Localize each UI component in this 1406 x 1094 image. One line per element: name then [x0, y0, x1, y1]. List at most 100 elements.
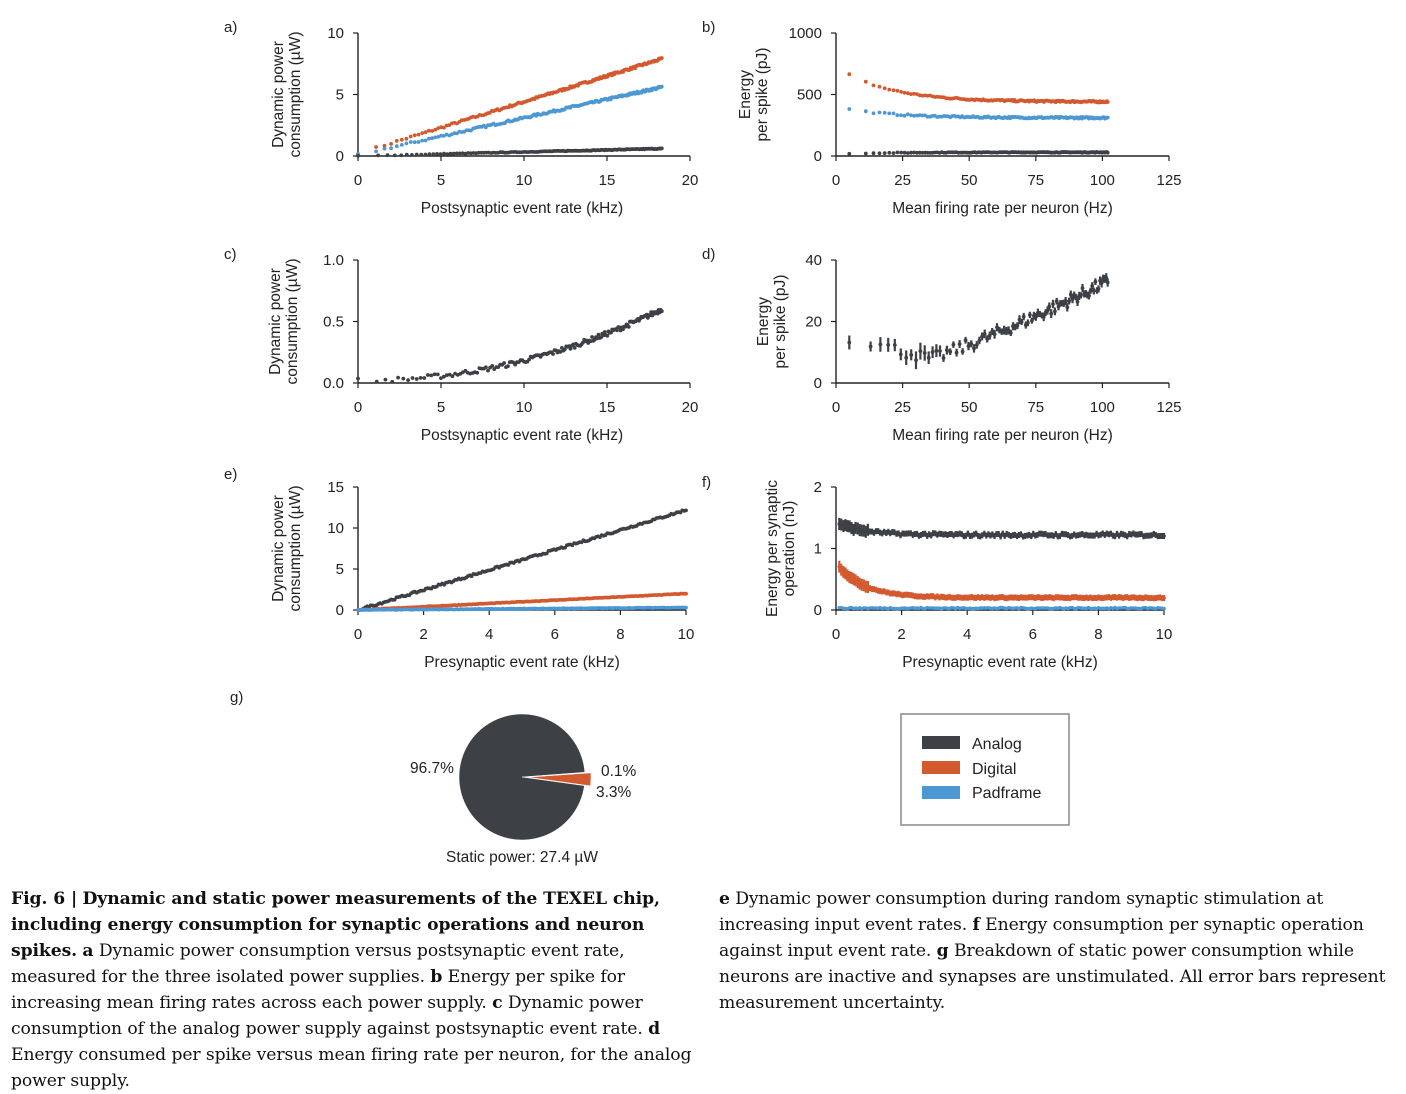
y-tick-label: 5 — [336, 561, 344, 578]
data-point-analog — [938, 349, 942, 353]
x-tick-label: 4 — [485, 626, 493, 643]
data-point-analog — [626, 325, 631, 329]
y-axis-label-line2: consumption (µW) — [287, 31, 304, 157]
data-point-analog — [992, 332, 997, 337]
caption-e: Dynamic power consumption during random … — [719, 889, 1324, 935]
data-point-analog — [1075, 299, 1080, 304]
caption-f: Energy consumption per synaptic operatio… — [719, 915, 1364, 961]
data-point-digital — [439, 125, 443, 130]
data-point-padframe — [902, 113, 907, 118]
pie-label-padframe: 0.1% — [601, 763, 637, 780]
data-point-padframe — [659, 84, 664, 89]
data-point-digital — [412, 133, 417, 138]
caption-left-column: Fig. 6 | Dynamic and static power measur… — [11, 886, 701, 1094]
data-point-analog — [898, 352, 903, 357]
data-point-digital — [382, 143, 387, 148]
y-tick-label: 10 — [327, 25, 344, 42]
caption-key-b: b — [430, 967, 443, 987]
panel-d: d) 0 25 50 75 100 125 0 20 40 Mean firing rate per… — [702, 246, 1182, 444]
x-tick-label: 125 — [1156, 172, 1181, 189]
y-tick-label: 1 — [814, 541, 822, 558]
data-point-analog — [948, 349, 953, 354]
data-point-digital — [905, 91, 910, 96]
data-point-analog — [476, 150, 481, 155]
data-point-analog — [892, 343, 897, 347]
data-point-analog — [448, 151, 453, 156]
data-point-analog — [1079, 293, 1083, 298]
data-point-padframe — [427, 136, 431, 141]
data-point-digital — [871, 83, 876, 88]
data-point-analog — [987, 333, 992, 338]
data-point-analog — [914, 358, 918, 363]
panel-g: g) 96.7% 0.1% 3.3% Static power: 27.4 µW — [230, 689, 637, 866]
y-tick-label: 10 — [327, 520, 344, 537]
data-point-analog — [1090, 284, 1095, 288]
data-point-digital — [442, 125, 446, 130]
data-point-analog — [1047, 304, 1052, 309]
caption-g: Breakdown of static power consumption wh… — [719, 941, 1386, 1013]
data-point-analog — [934, 348, 939, 353]
data-point-analog — [995, 325, 999, 330]
x-axis-label: Presynaptic event rate (kHz) — [902, 654, 1098, 671]
data-point-analog — [980, 334, 984, 339]
data-point-analog — [590, 335, 594, 339]
data-point-analog — [951, 342, 956, 347]
data-point-analog — [895, 150, 900, 155]
data-point-padframe — [1162, 606, 1166, 611]
data-point-analog — [960, 349, 965, 354]
data-point-analog — [419, 152, 424, 157]
data-point-padframe — [915, 113, 919, 118]
data-point-digital — [684, 591, 688, 596]
panel-label-e: e) — [224, 466, 237, 483]
data-point-analog — [1091, 289, 1096, 293]
data-point-analog — [1093, 279, 1098, 284]
legend-swatch-padframe — [922, 786, 960, 799]
data-point-digital — [374, 145, 378, 149]
x-tick-label: 6 — [1029, 626, 1037, 643]
data-point-analog — [863, 151, 868, 156]
data-point-analog — [562, 347, 567, 352]
data-point-analog — [1088, 288, 1093, 293]
data-point-analog — [396, 375, 400, 380]
y-axis-label-line1: Energy — [755, 297, 772, 346]
data-point-analog — [930, 350, 935, 354]
data-point-padframe — [399, 143, 404, 147]
data-point-analog — [484, 365, 488, 370]
data-point-analog — [659, 146, 664, 151]
x-tick-label: 0 — [832, 626, 840, 643]
y-tick-label: 1.0 — [323, 252, 344, 269]
caption-c: Dynamic power consumption of the analog … — [11, 993, 643, 1039]
data-point-analog — [1139, 532, 1144, 536]
data-point-padframe — [909, 113, 913, 118]
data-point-analog — [454, 151, 459, 156]
legend-label-padframe: Padframe — [972, 785, 1041, 802]
data-point-padframe — [433, 135, 438, 140]
data-point-digital — [909, 92, 913, 96]
caption-key-d: d — [648, 1019, 661, 1039]
data-point-analog — [659, 309, 664, 314]
x-tick-label: 10 — [516, 399, 533, 416]
panel-label-g: g) — [230, 689, 243, 706]
data-point-analog — [1049, 311, 1054, 316]
x-axis-label: Mean firing rate per neuron (Hz) — [892, 427, 1113, 444]
data-point-digital — [416, 132, 421, 137]
y-tick-label: 0 — [336, 148, 344, 165]
data-point-analog — [909, 150, 913, 155]
data-point-analog — [1125, 534, 1129, 539]
data-point-analog — [905, 151, 910, 155]
x-tick-label: 25 — [894, 172, 911, 189]
data-point-padframe — [905, 112, 910, 117]
x-tick-label: 10 — [1156, 626, 1173, 643]
data-point-padframe — [895, 113, 900, 118]
x-axis-label: Postsynaptic event rate (kHz) — [421, 200, 623, 217]
data-point-digital — [436, 126, 441, 130]
data-point-padframe — [436, 135, 441, 139]
data-point-analog — [558, 350, 563, 354]
pie-title: Static power: 27.4 µW — [446, 849, 598, 866]
y-axis-label-line1: Dynamic power — [270, 495, 287, 602]
data-point-digital — [427, 128, 431, 133]
x-tick-label: 25 — [894, 399, 911, 416]
y-axis-label-line2: operation (nJ) — [781, 501, 798, 597]
data-point-analog — [974, 531, 978, 536]
y-tick-label: 1000 — [789, 25, 822, 42]
